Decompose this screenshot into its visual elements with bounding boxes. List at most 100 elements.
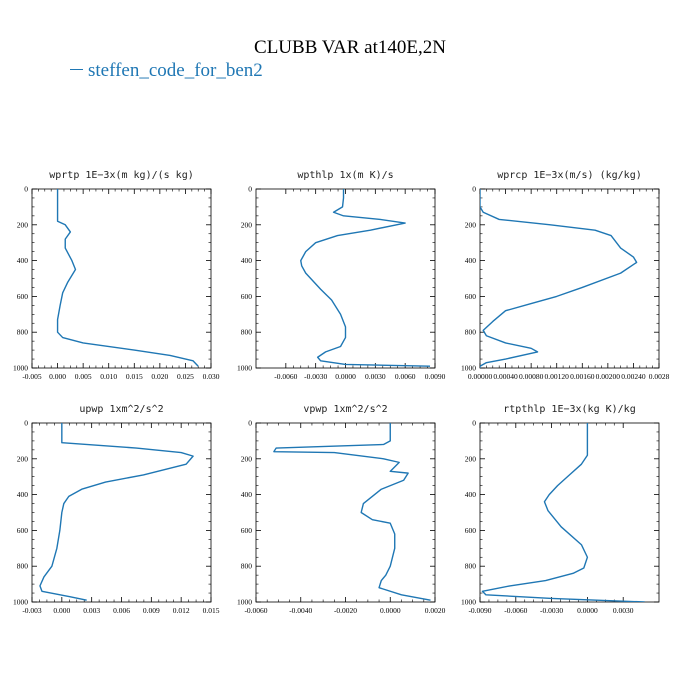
y-tick-label: 400: [17, 256, 29, 265]
panel-3: wprcp 1E−3x(m/s) (kg/kg) 0 200 400 600 800 100…: [461, 170, 670, 381]
y-tick-label: 400: [241, 490, 253, 499]
y-tick-label: 0: [472, 185, 476, 194]
y-tick-label: 600: [465, 526, 477, 535]
y-tick-label: 800: [241, 328, 253, 337]
x-tick-label: -0.0020: [334, 606, 357, 615]
y-tick-label: 1000: [237, 364, 252, 373]
y-tick-label: 0: [24, 419, 28, 428]
x-tick-label: -0.0090: [468, 606, 491, 615]
series-line: [300, 189, 431, 367]
x-tick-label: 0.025: [177, 372, 194, 381]
plot-frame: [479, 188, 660, 369]
x-tick-label: 0.0090: [425, 372, 446, 381]
y-tick-label: 0: [248, 185, 252, 194]
y-tick-label: 200: [17, 220, 29, 229]
y-tick-label: 800: [17, 562, 29, 571]
y-tick-label: 800: [17, 328, 29, 337]
x-tick-label: 0.000: [49, 372, 66, 381]
series-line: [39, 423, 194, 601]
x-tick-label: -0.003: [22, 606, 42, 615]
x-tick-label: -0.0030: [304, 372, 327, 381]
x-tick-label: -0.0030: [540, 606, 563, 615]
x-tick-label: 0.00160: [570, 372, 595, 381]
series-line: [56, 189, 199, 367]
y-tick-label: 0: [24, 185, 28, 194]
y-tick-label: 200: [465, 454, 477, 463]
x-tick-label: 0.0028: [649, 372, 670, 381]
x-tick-label: 0.0030: [613, 606, 634, 615]
x-tick-label: 0.0000: [380, 606, 401, 615]
x-tick-label: 0.030: [203, 372, 220, 381]
y-tick-label: 1000: [461, 598, 476, 607]
panel-5: vpwp 1xm^2/s^2 0 200 400 600 800 1000-0.0060 -0…: [237, 404, 446, 615]
x-tick-label: -0.0040: [289, 606, 312, 615]
y-tick-label: 800: [241, 562, 253, 571]
panel-2: wpthlp 1x(m K)/s 0 200 400 600 800 1000 -0.0060…: [237, 170, 446, 381]
series-line: [481, 423, 645, 602]
x-tick-label: 0.00200: [596, 372, 621, 381]
y-tick-label: 0: [472, 419, 476, 428]
y-tick-label: 1000: [13, 598, 28, 607]
plot-frame: [255, 422, 436, 603]
y-tick-label: 200: [17, 454, 29, 463]
x-tick-label: 0.0000: [577, 606, 598, 615]
figure-title: CLUBB VAR at140E,2N: [254, 37, 446, 58]
panel-title: upwp 1xm^2/s^2: [79, 404, 163, 415]
panel-title: wpthlp 1x(m K)/s: [297, 170, 393, 181]
panel-title: wprtp 1E−3x(m kg)/(s kg): [49, 170, 194, 181]
y-tick-label: 400: [241, 256, 253, 265]
plot-frame: [479, 422, 660, 603]
y-tick-label: 400: [17, 490, 29, 499]
x-tick-label: 0.003: [83, 606, 100, 615]
y-tick-label: 600: [241, 526, 253, 535]
y-tick-label: 600: [17, 526, 29, 535]
x-tick-label: 0.0020: [425, 606, 446, 615]
y-tick-label: 600: [17, 292, 29, 301]
legend: steffen_code_for_ben2: [70, 60, 263, 82]
x-tick-label: 0.009: [143, 606, 160, 615]
legend-label: steffen_code_for_ben2: [88, 60, 263, 81]
panel-6: rtpthlp 1E−3x(kg K)/kg02004006008001000-…: [461, 404, 660, 615]
y-tick-label: 200: [465, 220, 477, 229]
y-tick-label: 1000: [13, 364, 28, 373]
panel-1: wprtp 1E−3x(m kg)/(s kg) 0 200 400 600 800 100…: [13, 170, 220, 381]
x-tick-label: 0.00120: [545, 372, 570, 381]
x-tick-label: -0.0060: [274, 372, 297, 381]
x-tick-label: 0.020: [151, 372, 168, 381]
x-tick-label: 0.012: [173, 606, 190, 615]
x-tick-label: 0.0030: [365, 372, 386, 381]
x-tick-label: 0.006: [113, 606, 130, 615]
legend-swatch: [70, 69, 83, 71]
series-line: [273, 423, 431, 601]
y-tick-label: 400: [465, 256, 477, 265]
x-tick-label: -0.0060: [244, 606, 267, 615]
y-tick-label: 600: [465, 292, 477, 301]
plot-frame: [31, 188, 212, 369]
x-tick-label: -0.005: [22, 372, 42, 381]
panel-title: rtpthlp 1E−3x(kg K)/kg: [503, 404, 635, 415]
panel-title: vpwp 1xm^2/s^2: [303, 404, 387, 415]
y-tick-label: 800: [465, 328, 477, 337]
x-tick-label: 0.0060: [395, 372, 416, 381]
x-tick-label: 0.00240: [621, 372, 646, 381]
x-tick-label: 0.015: [126, 372, 143, 381]
y-tick-label: 0: [248, 419, 252, 428]
y-tick-label: 1000: [237, 598, 252, 607]
plot-frame: [31, 422, 212, 603]
x-tick-label: 0.000: [53, 606, 70, 615]
y-tick-label: 1000: [461, 364, 476, 373]
x-tick-label: 0.0000: [335, 372, 356, 381]
y-tick-label: 800: [465, 562, 477, 571]
x-tick-label: 0.00040: [493, 372, 518, 381]
series-line: [480, 189, 638, 368]
x-tick-label: 0.00080: [519, 372, 544, 381]
y-tick-label: 200: [241, 220, 253, 229]
panel-title: wprcp 1E−3x(m/s) (kg/kg): [497, 170, 642, 181]
x-tick-label: 0.005: [75, 372, 92, 381]
x-tick-label: 0.00000: [468, 372, 493, 381]
x-tick-label: -0.0060: [504, 606, 527, 615]
y-tick-label: 400: [465, 490, 477, 499]
y-tick-label: 200: [241, 454, 253, 463]
panel-4: upwp 1xm^2/s^2 0 200 400 600 800 1000-0.003 0.0…: [13, 404, 220, 615]
